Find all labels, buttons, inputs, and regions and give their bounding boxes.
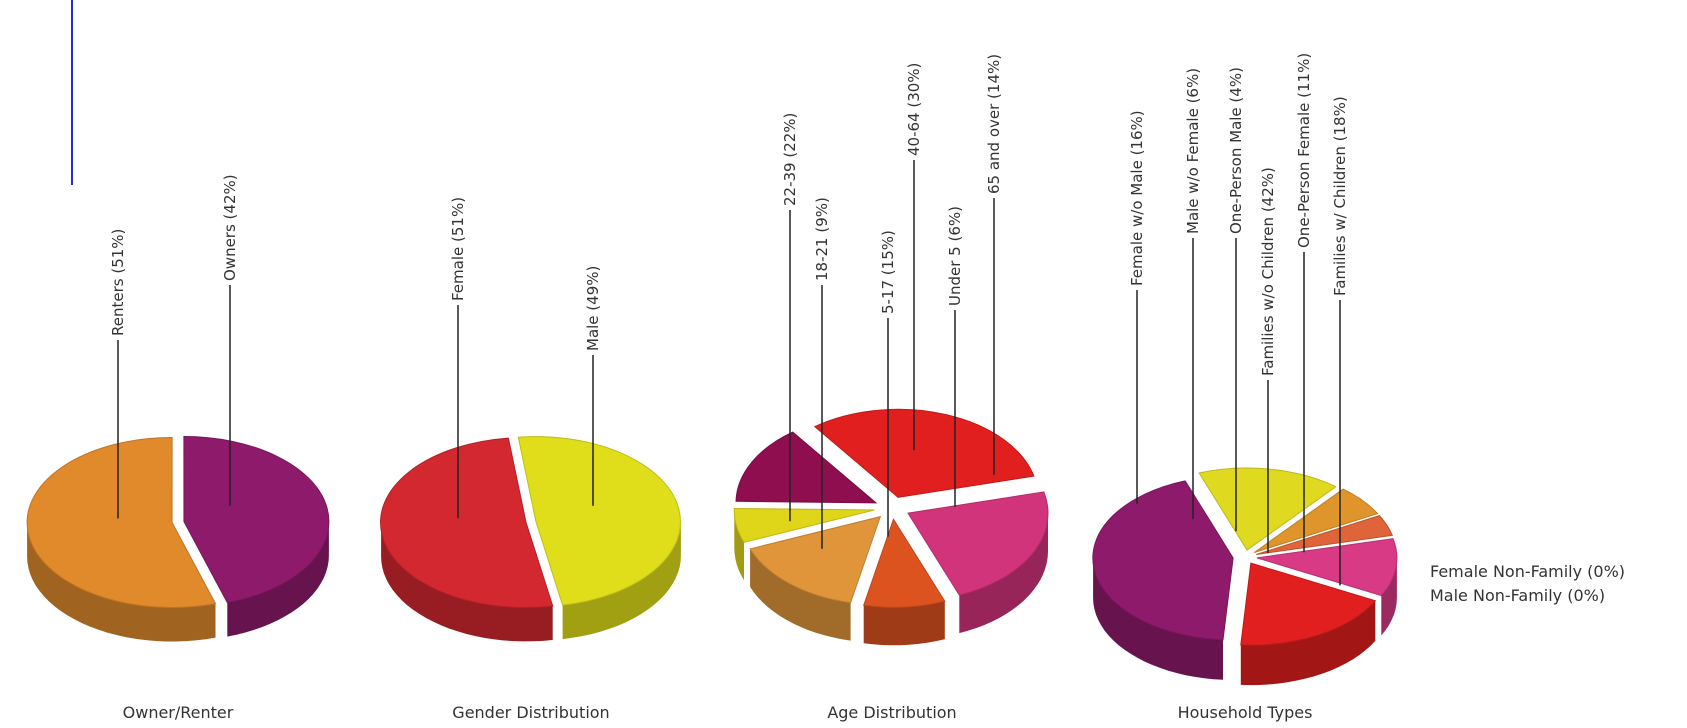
pie-chart-household-types: Female w/o Male (16%) Male w/o Female (6%… — [1092, 53, 1398, 722]
slice-label-5-17-15: 5-17 (15%) — [879, 230, 897, 314]
chart-title-household-types: Household Types — [1178, 703, 1313, 722]
legend-note-male-nonfamily: Male Non-Family (0%) — [1430, 586, 1606, 605]
pie-side-female-51 — [381, 522, 553, 642]
slice-label-male-w-o-female-6: Male w/o Female (6%) — [1184, 68, 1202, 234]
slice-label-owners-42: Owners (42%) — [221, 174, 239, 281]
accent-divider — [71, 0, 73, 185]
pie-chart-gender-distribution: Female (51%) Male (49%) Gender Distributio… — [380, 197, 681, 722]
pie-side-18-21-9 — [863, 601, 945, 646]
pie-slice-18-21-9 — [863, 518, 946, 608]
pie-slice-male-w-o-female-6 — [1253, 488, 1379, 554]
chart-title-gender-distribution: Gender Distribution — [452, 703, 609, 722]
pie-slice-male-49 — [517, 436, 681, 606]
pie-side-owners-42 — [227, 521, 329, 637]
pie-chart-age-distribution: 22-39 (22%) 18-21 (9%) 5-17 (15%) Under 5 (… — [733, 54, 1049, 722]
slice-label-65-and-over-14: 65 and over (14%) — [985, 54, 1003, 194]
slice-label-one-person-male-4: One-Person Male (4%) — [1227, 67, 1245, 234]
slice-label-22-39-22: 22-39 (22%) — [781, 113, 799, 206]
slice-label-40-64-30: 40-64 (30%) — [905, 63, 923, 156]
pie-side-families-w-children-18 — [1240, 600, 1376, 686]
pie-slice-one-person-male-4 — [1256, 515, 1394, 555]
pie-slice-female-51 — [380, 437, 554, 608]
slice-label-families-w-o-children-42: Families w/o Children (42%) — [1259, 167, 1277, 376]
pie-slice-families-w-children-18 — [1240, 562, 1377, 646]
slice-label-one-person-female-11: One-Person Female (11%) — [1295, 53, 1313, 248]
slice-label-female-w-o-male-16: Female w/o Male (16%) — [1128, 110, 1146, 286]
household-legend-notes: Female Non-Family (0%) Male Non-Family (… — [1430, 560, 1625, 608]
pie-slice-one-person-female-11 — [1256, 538, 1398, 597]
pie-chart-owner-renter: Renters (51%) Owners (42%) Owner/Renter — [26, 174, 330, 722]
pie-slice-renters-51 — [26, 436, 217, 608]
pie-side-families-w-o-children-42 — [1093, 558, 1223, 680]
legend-note-female-nonfamily: Female Non-Family (0%) — [1430, 562, 1626, 581]
pie-slice-under-5-6 — [733, 507, 875, 543]
slice-label-18-21-9: 18-21 (9%) — [813, 197, 831, 281]
pie-slice-families-w-o-children-42 — [1092, 480, 1234, 641]
slice-label-renters-51: Renters (51%) — [109, 229, 127, 336]
slice-label-female-51: Female (51%) — [449, 197, 467, 301]
pie-slice-40-64-30 — [813, 408, 1035, 498]
slice-label-male-49: Male (49%) — [584, 266, 602, 351]
pie-side-male-49 — [562, 521, 681, 640]
pie-slice-owners-42 — [183, 435, 330, 604]
chart-title-age-distribution: Age Distribution — [827, 703, 956, 722]
pie-slice-65-and-over-14 — [735, 431, 878, 504]
chart-title-owner-renter: Owner/Renter — [123, 703, 234, 722]
pie-side-renters-51 — [27, 522, 216, 642]
slice-label-under-5-6: Under 5 (6%) — [946, 206, 964, 306]
pie-slice-22-39-22 — [907, 491, 1049, 596]
slice-label-families-w-children-18: Families w/ Children (18%) — [1331, 96, 1349, 296]
pie-slice-5-17-15 — [749, 515, 882, 604]
pie-side-5-17-15 — [750, 548, 851, 641]
pie-side-22-39-22 — [959, 513, 1048, 634]
